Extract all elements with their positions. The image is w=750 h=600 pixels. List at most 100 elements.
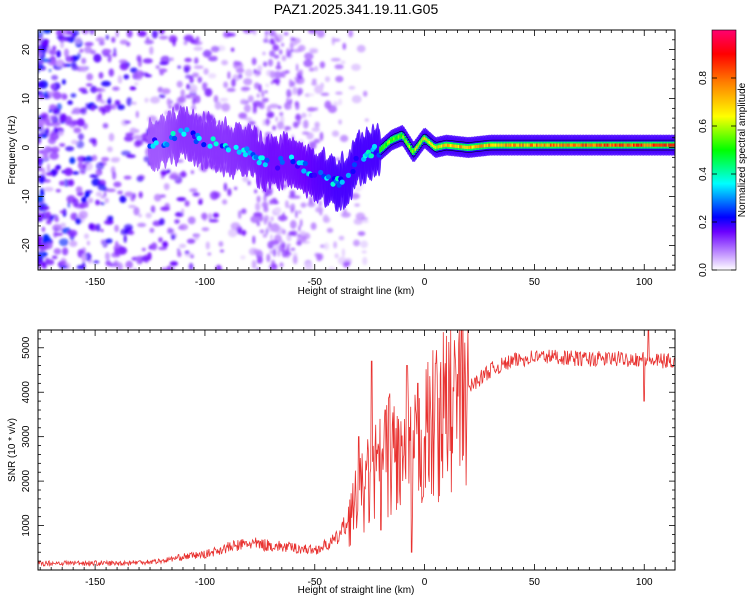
spectrogram-ridge-line xyxy=(529,143,533,147)
spectrogram-blob xyxy=(338,98,343,106)
spectrogram-blob xyxy=(282,241,286,249)
spectrogram-blob xyxy=(284,128,287,135)
spectrogram-blob xyxy=(250,215,260,224)
spectrogram-ridge-line xyxy=(591,143,595,147)
spectrogram-blob xyxy=(262,119,266,126)
spectrogram-blob xyxy=(288,105,292,110)
spectrogram-blob xyxy=(64,48,69,58)
spectrogram-contour-top xyxy=(380,131,674,148)
spectrogram-blob xyxy=(98,183,107,192)
colorbar-gradient xyxy=(711,29,737,271)
spectrogram-ridge-line xyxy=(423,136,427,140)
spectrogram-blob xyxy=(326,227,334,233)
spectrogram-blob xyxy=(38,168,42,172)
spectrogram-blob xyxy=(288,232,294,236)
spectrogram-blob xyxy=(183,34,194,42)
spectrogram-ylabel: Frequency (Hz) xyxy=(7,116,18,185)
spectrogram-ridge-line xyxy=(496,143,499,147)
spectrogram-ridge-line xyxy=(490,143,493,147)
spectrogram-blob xyxy=(167,265,171,270)
spectrogram-ridge-line xyxy=(500,143,504,147)
spectrogram-blob xyxy=(314,66,319,72)
spectrogram-blob xyxy=(351,95,362,104)
spectrogram-blob xyxy=(269,103,279,109)
spectrogram-ridge-line xyxy=(465,145,469,149)
spectrogram-blob xyxy=(267,221,272,227)
spectrogram-blob xyxy=(38,138,42,145)
spectrogram-ridge-line xyxy=(385,142,389,147)
spectrogram-ridge-line xyxy=(565,143,569,147)
spectrogram-blob xyxy=(77,52,81,60)
spectrogram-blob xyxy=(170,234,176,240)
spectrogram-blob xyxy=(61,79,66,85)
spectrogram-blob xyxy=(59,265,68,269)
spectrogram-blob xyxy=(262,51,266,56)
spectrogram-blob xyxy=(45,220,50,224)
snr-ytick-label: 3000 xyxy=(21,425,32,448)
spectrogram-ridge-line xyxy=(551,143,555,147)
spectrogram-ridge-line xyxy=(583,143,587,147)
spectrogram-blob xyxy=(111,157,121,161)
spectrogram-ridge-line xyxy=(406,142,410,146)
spectrogram-blob xyxy=(111,252,121,258)
spectrogram-ridge-core xyxy=(371,143,378,150)
spectrogram-blob xyxy=(270,81,275,85)
spectrogram-ridge-line xyxy=(511,143,515,147)
spectrogram-ridge-line xyxy=(514,143,518,147)
spectrogram-blob xyxy=(353,239,360,247)
spectrogram-ridge-line xyxy=(420,139,424,143)
spectrogram-blob xyxy=(281,249,288,258)
spectrogram-ridge-line xyxy=(396,136,399,140)
spectrogram-blob xyxy=(296,240,302,246)
spectrogram-blob xyxy=(137,30,147,37)
spectrogram-blob xyxy=(292,86,298,95)
spectrogram-blob xyxy=(133,206,140,216)
spectrogram-blob xyxy=(119,39,128,45)
spectrogram-blob xyxy=(81,196,87,203)
snr-frame xyxy=(37,329,676,571)
spectrogram-blob xyxy=(64,167,73,176)
spectrogram-blob xyxy=(38,81,45,88)
spectrogram-blob xyxy=(158,94,166,99)
spectrogram-signal-ridge xyxy=(147,105,675,213)
spectrogram-ridge-core xyxy=(201,142,207,148)
spectrogram-blob xyxy=(231,78,236,88)
spectrogram-ridge-line xyxy=(440,144,444,148)
spectrogram-blob xyxy=(362,220,369,224)
spectrogram-ridge-line xyxy=(537,143,541,147)
spectrogram-blob xyxy=(188,262,194,270)
spectrogram-blob xyxy=(298,69,304,75)
spectrogram-blob xyxy=(176,197,187,202)
spectrogram-blob xyxy=(281,42,284,47)
spectrogram-blob xyxy=(159,218,165,226)
spectrogram-blob xyxy=(313,138,321,144)
spectrogram-blob xyxy=(221,59,229,66)
spectrogram-ridge-line xyxy=(403,137,407,141)
colorbar-label: Normalized spectral amplitude xyxy=(737,82,748,217)
spectrogram-blob xyxy=(131,101,137,105)
spectrogram-ridge-core xyxy=(172,135,178,142)
spectrogram-blob xyxy=(125,260,133,269)
spectrogram-blob xyxy=(44,90,48,98)
spectrogram-ridge-line xyxy=(553,143,556,147)
spectrogram-ytick-label: 0 xyxy=(21,144,32,150)
spectrogram-ridge-line xyxy=(410,147,413,151)
spectrogram-blob xyxy=(272,248,277,257)
spectrogram-blob xyxy=(259,229,265,234)
spectrogram-blob xyxy=(59,180,65,186)
snr-ytick-label: 5000 xyxy=(21,336,32,359)
spectrogram-ridge-line xyxy=(462,145,466,149)
spectrogram-blob xyxy=(299,219,303,227)
spectrogram-blob xyxy=(123,175,132,180)
spectrogram-blob xyxy=(241,208,247,214)
spectrogram-blob xyxy=(208,73,217,79)
spectrogram-blob xyxy=(84,233,89,239)
spectrogram-blob xyxy=(100,228,104,233)
spectrogram-ridge-line xyxy=(442,144,446,148)
spectrogram-blob xyxy=(310,222,317,230)
spectrogram-blob xyxy=(81,65,88,73)
spectrogram-blob xyxy=(60,222,66,228)
spectrogram-blob xyxy=(38,250,47,259)
spectrogram-blob xyxy=(81,30,89,35)
